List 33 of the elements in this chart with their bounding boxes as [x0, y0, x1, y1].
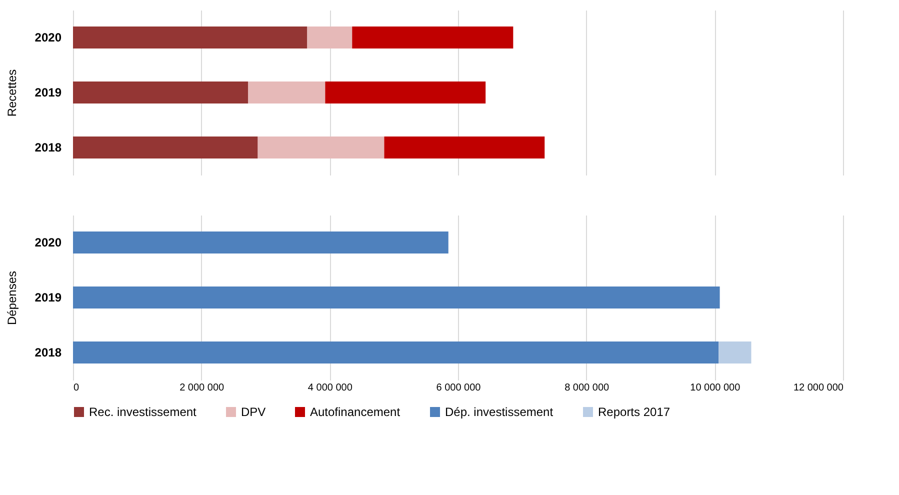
- x-tick-label: 8 000 000: [564, 382, 610, 394]
- bar: [384, 136, 545, 158]
- bar: [307, 26, 352, 48]
- x-tick-label: 0: [74, 382, 80, 394]
- x-tick-label: 4 000 000: [308, 382, 353, 394]
- x-tick-label: 6 000 000: [436, 382, 482, 394]
- bar: [73, 232, 448, 254]
- y-tick-label: 2018: [34, 140, 62, 154]
- bar: [718, 342, 752, 364]
- x-tick-label: 12 000 000: [793, 382, 844, 394]
- x-tick-label: 2 000 000: [180, 382, 225, 394]
- y-tick-label: 2019: [34, 290, 62, 304]
- bar: [352, 26, 514, 48]
- legend-label: DPV: [241, 405, 266, 419]
- bar: [73, 82, 248, 104]
- bar: [73, 342, 719, 364]
- y-axis-title: Dépenses: [4, 270, 19, 326]
- y-axis-title: Recettes: [4, 69, 19, 117]
- bar: [73, 136, 258, 158]
- bar: [325, 82, 486, 104]
- legend-label: Rec. investissement: [89, 405, 198, 419]
- legend-label: Reports 2017: [598, 405, 670, 419]
- bar: [73, 286, 720, 308]
- y-tick-label: 2018: [34, 346, 62, 360]
- x-tick-label: 10 000 000: [690, 382, 741, 394]
- legend-label: Autofinancement: [310, 405, 401, 419]
- bar: [248, 82, 326, 104]
- bar: [73, 26, 308, 48]
- y-tick-label: 2020: [34, 236, 62, 250]
- y-tick-label: 2020: [34, 30, 62, 44]
- legend-label: Dép. investissement: [445, 405, 554, 419]
- y-tick-label: 2019: [34, 86, 62, 100]
- bar: [258, 136, 384, 158]
